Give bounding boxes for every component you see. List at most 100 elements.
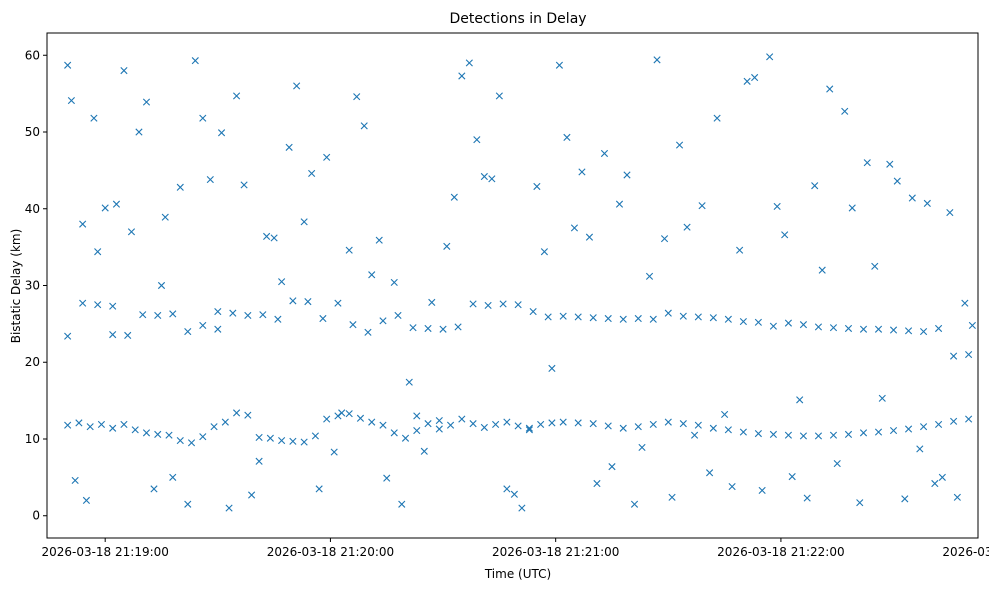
data-point bbox=[176, 436, 184, 445]
data-point bbox=[679, 312, 687, 320]
data-point bbox=[826, 85, 834, 93]
data-point bbox=[833, 459, 841, 468]
data-point bbox=[574, 419, 582, 427]
data-point bbox=[946, 209, 954, 217]
data-point bbox=[368, 418, 376, 426]
data-point bbox=[79, 220, 87, 228]
data-point bbox=[694, 313, 702, 321]
data-point bbox=[953, 493, 961, 501]
data-point bbox=[874, 428, 883, 436]
data-point bbox=[413, 426, 421, 435]
data-point bbox=[784, 319, 793, 327]
data-point bbox=[754, 318, 762, 326]
data-point bbox=[623, 171, 631, 179]
data-point bbox=[739, 317, 747, 326]
data-point bbox=[630, 500, 639, 508]
data-point bbox=[901, 495, 909, 503]
data-point bbox=[458, 415, 466, 423]
data-point bbox=[698, 202, 706, 210]
data-point bbox=[259, 311, 267, 319]
data-point bbox=[270, 234, 278, 242]
data-point bbox=[435, 416, 443, 425]
x-axis-label: Time (UTC) bbox=[484, 567, 551, 581]
data-point bbox=[559, 418, 567, 426]
y-tick-label: 0 bbox=[32, 509, 40, 523]
data-point bbox=[266, 434, 274, 442]
data-point bbox=[184, 500, 192, 508]
data-point bbox=[604, 314, 612, 323]
data-point bbox=[829, 431, 838, 439]
data-point bbox=[480, 423, 488, 432]
data-point bbox=[345, 410, 353, 418]
data-point bbox=[803, 494, 811, 502]
data-point bbox=[64, 332, 72, 340]
data-point bbox=[356, 414, 365, 422]
data-point bbox=[683, 223, 691, 231]
data-point bbox=[904, 327, 913, 335]
data-point bbox=[413, 412, 421, 420]
data-point bbox=[187, 439, 196, 447]
data-point bbox=[788, 473, 796, 481]
data-point bbox=[908, 194, 916, 202]
data-point bbox=[585, 233, 594, 241]
data-point bbox=[694, 421, 702, 429]
data-point bbox=[645, 272, 654, 280]
data-point bbox=[724, 315, 732, 323]
data-point bbox=[97, 420, 106, 429]
data-point bbox=[604, 422, 612, 430]
data-point bbox=[874, 325, 883, 333]
data-point bbox=[649, 420, 657, 429]
data-point bbox=[934, 420, 943, 429]
data-point bbox=[968, 321, 976, 329]
data-point bbox=[664, 309, 672, 317]
data-point bbox=[829, 324, 838, 332]
data-point bbox=[769, 430, 777, 438]
data-point bbox=[499, 300, 507, 308]
data-point bbox=[480, 172, 488, 181]
data-point bbox=[619, 315, 627, 323]
data-point bbox=[893, 177, 901, 185]
data-point bbox=[308, 169, 316, 178]
data-point bbox=[781, 231, 789, 239]
data-point bbox=[289, 437, 297, 445]
data-point bbox=[950, 417, 958, 425]
chart-title: Detections in Delay bbox=[449, 11, 586, 27]
data-point bbox=[169, 473, 177, 481]
data-point bbox=[214, 308, 222, 316]
data-points bbox=[64, 53, 976, 512]
data-point bbox=[300, 438, 308, 446]
data-point bbox=[349, 321, 357, 329]
y-tick-label: 40 bbox=[25, 202, 40, 216]
data-point bbox=[338, 409, 346, 417]
data-point bbox=[229, 309, 237, 317]
data-point bbox=[525, 426, 533, 434]
data-point bbox=[120, 67, 128, 75]
x-tick-label: 2026-03-18 21:19:00 bbox=[41, 545, 168, 559]
data-point bbox=[244, 311, 252, 320]
data-point bbox=[916, 445, 924, 453]
data-point bbox=[675, 141, 684, 149]
data-point bbox=[773, 202, 781, 211]
data-point bbox=[796, 396, 804, 404]
data-point bbox=[454, 323, 462, 331]
data-point bbox=[668, 493, 676, 501]
data-point bbox=[923, 199, 931, 207]
data-point bbox=[904, 425, 913, 433]
data-point bbox=[405, 378, 413, 386]
data-point bbox=[841, 107, 849, 115]
data-point bbox=[120, 420, 128, 429]
data-point bbox=[563, 133, 571, 141]
data-point bbox=[90, 114, 98, 122]
data-point bbox=[878, 394, 886, 402]
data-point bbox=[814, 432, 823, 440]
data-point bbox=[469, 300, 477, 308]
data-point bbox=[938, 473, 946, 481]
data-point bbox=[94, 301, 102, 309]
data-point bbox=[649, 315, 657, 323]
data-point bbox=[965, 350, 973, 359]
data-point bbox=[469, 420, 477, 428]
data-point bbox=[142, 98, 151, 106]
data-point bbox=[574, 313, 582, 321]
data-point bbox=[319, 314, 327, 323]
